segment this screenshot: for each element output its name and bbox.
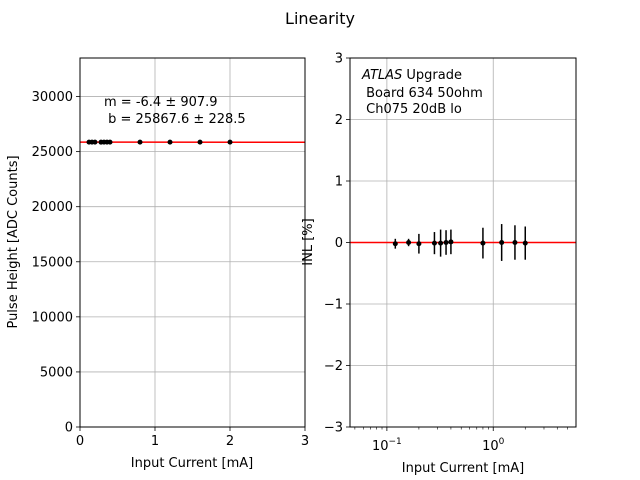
left-x-tick-label: 2 [226, 434, 234, 449]
right-ticks: 10−1 100 −3 −2 −1 0 1 2 3 [324, 52, 568, 454]
right-data-point [416, 241, 422, 247]
left-ticks: 0 1 2 3 0 5000 10000 15000 20000 25000 30000 [32, 90, 310, 449]
left-data-point [197, 139, 203, 145]
right-data-point [522, 240, 528, 246]
right-data-point [431, 240, 437, 246]
left-series [79, 139, 306, 145]
right-x-tick-label: 100 [482, 437, 505, 454]
left-fit-intercept: b = 25867.6 ± 228.5 [104, 112, 246, 127]
left-y-tick-label: 5000 [40, 365, 73, 380]
left-y-tick-label: 30000 [32, 90, 73, 105]
left-y-tick-label: 25000 [32, 145, 73, 160]
left-fit-slope: m = -6.4 ± 907.9 [104, 95, 218, 110]
right-y-tick-label: 0 [335, 236, 343, 251]
right-x-axis-label: Input Current [mA] [402, 461, 524, 476]
right-legend-line3: Ch075 20dB lo [362, 102, 462, 117]
left-y-axis-label: Pulse Height [ADC Counts] [6, 155, 21, 328]
right-data-point [512, 240, 518, 245]
right-legend-rest: Upgrade [402, 68, 462, 83]
left-data-point [167, 139, 173, 145]
right-y-axis-label: INL [%] [301, 218, 316, 265]
right-data-point [443, 240, 449, 245]
left-axes-frame [79, 57, 306, 428]
left-x-tick-label: 3 [301, 434, 309, 449]
left-data-point [137, 139, 143, 145]
right-data-point [406, 240, 412, 245]
right-data-point [438, 240, 444, 246]
right-series [350, 224, 576, 261]
right-data-point [480, 240, 486, 246]
left-y-tick-label: 0 [65, 421, 73, 436]
right-chart: 10−1 100 −3 −2 −1 0 1 2 3 ATLAS Upgrade Board 63… [301, 52, 577, 476]
right-y-tick-label: −2 [324, 359, 343, 374]
left-x-axis-label: Input Current [mA] [131, 456, 253, 471]
left-y-tick-label: 10000 [32, 310, 73, 325]
right-data-point [392, 241, 398, 247]
left-x-tick-label: 0 [76, 434, 84, 449]
right-data-point [499, 240, 505, 245]
right-y-tick-label: −1 [324, 298, 343, 313]
right-legend-line1: ATLAS Upgrade [361, 68, 462, 83]
right-data-point [448, 239, 454, 245]
left-data-point [107, 139, 113, 145]
figure-title: Linearity [285, 9, 355, 28]
left-data-point [92, 139, 98, 145]
left-y-tick-label: 15000 [32, 255, 73, 270]
right-x-tick-label: 10−1 [372, 437, 402, 454]
right-legend-italic: ATLAS [361, 68, 402, 83]
right-legend-line2: Board 634 50ohm [362, 86, 483, 101]
left-data-point [227, 139, 233, 145]
right-y-tick-label: −3 [324, 421, 343, 436]
left-chart: 0 1 2 3 0 5000 10000 15000 20000 25000 30000 m = -… [6, 57, 310, 471]
right-y-tick-label: 3 [335, 52, 343, 67]
right-y-tick-label: 2 [335, 113, 343, 128]
left-y-tick-label: 20000 [32, 200, 73, 215]
right-y-tick-label: 1 [335, 175, 343, 190]
left-x-tick-label: 1 [151, 434, 159, 449]
